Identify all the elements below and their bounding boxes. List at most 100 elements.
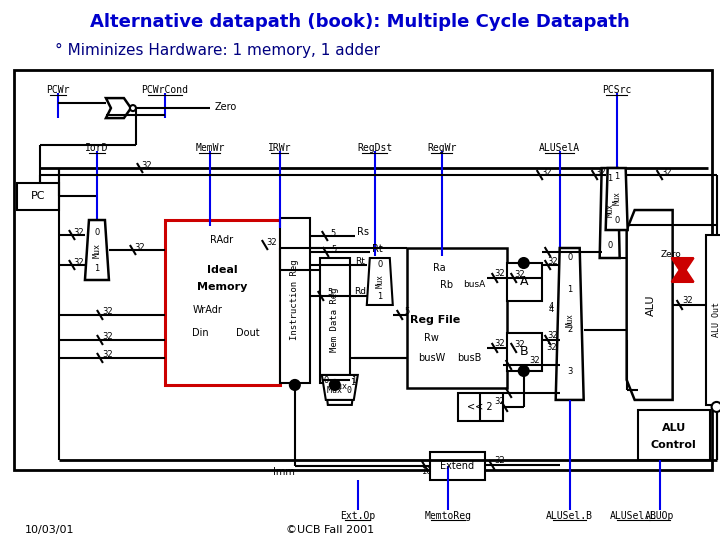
Text: 32: 32 bbox=[514, 340, 525, 349]
Text: ALUSel.B: ALUSel.B bbox=[610, 511, 657, 521]
Text: busW: busW bbox=[418, 353, 446, 363]
Text: 0: 0 bbox=[94, 227, 99, 237]
Text: Mem Data Reg: Mem Data Reg bbox=[330, 288, 339, 352]
Text: 0: 0 bbox=[614, 215, 619, 225]
Text: MemtoReg: MemtoReg bbox=[424, 511, 472, 521]
Polygon shape bbox=[322, 375, 358, 400]
Text: 1: 1 bbox=[614, 172, 619, 180]
Text: A: A bbox=[519, 275, 528, 288]
Text: 5: 5 bbox=[331, 245, 336, 253]
Text: Zero: Zero bbox=[215, 102, 237, 112]
Bar bbox=[407, 248, 507, 388]
Circle shape bbox=[130, 105, 136, 111]
Text: 5: 5 bbox=[327, 288, 333, 298]
Text: 5: 5 bbox=[404, 307, 410, 316]
Text: Rd: Rd bbox=[354, 287, 366, 296]
Text: ° Miminizes Hardware: 1 memory, 1 adder: ° Miminizes Hardware: 1 memory, 1 adder bbox=[55, 43, 380, 58]
Text: IorD: IorD bbox=[85, 143, 109, 153]
Text: 3: 3 bbox=[567, 367, 572, 376]
Text: Reg File: Reg File bbox=[410, 315, 460, 325]
Text: Alternative datapath (book): Multiple Cycle Datapath: Alternative datapath (book): Multiple Cy… bbox=[90, 13, 630, 31]
Text: Rs: Rs bbox=[357, 227, 369, 237]
Text: 32: 32 bbox=[546, 343, 557, 353]
Text: 32: 32 bbox=[494, 397, 505, 407]
Text: 1: 1 bbox=[377, 293, 382, 301]
Circle shape bbox=[518, 258, 528, 268]
Text: Zero: Zero bbox=[660, 249, 681, 259]
Text: ALUOp: ALUOp bbox=[645, 511, 675, 521]
Bar bbox=[507, 263, 541, 301]
Bar bbox=[638, 410, 710, 460]
Text: << 2: << 2 bbox=[467, 402, 492, 412]
Text: RAdr: RAdr bbox=[210, 235, 233, 245]
Text: Instruction Reg: Instruction Reg bbox=[290, 260, 300, 340]
Text: ©UCB Fall 2001: ©UCB Fall 2001 bbox=[286, 525, 374, 535]
Text: 32: 32 bbox=[266, 238, 277, 247]
Text: 32: 32 bbox=[495, 456, 505, 465]
Text: PCSrc: PCSrc bbox=[602, 85, 631, 95]
Text: Din: Din bbox=[192, 328, 208, 338]
Text: ALU: ALU bbox=[646, 294, 656, 316]
Text: MemWr: MemWr bbox=[195, 143, 225, 153]
Polygon shape bbox=[606, 168, 628, 230]
Text: Memory: Memory bbox=[197, 282, 247, 292]
Text: 0: 0 bbox=[377, 260, 382, 268]
Text: 4: 4 bbox=[549, 306, 554, 314]
Text: Extend: Extend bbox=[440, 461, 474, 471]
Text: 32: 32 bbox=[495, 269, 505, 279]
Polygon shape bbox=[626, 210, 672, 400]
Text: Mux: Mux bbox=[606, 203, 614, 217]
Bar bbox=[458, 393, 503, 421]
Text: 10/03/01: 10/03/01 bbox=[25, 525, 74, 535]
Bar bbox=[17, 183, 59, 210]
Bar bbox=[14, 70, 711, 470]
Bar bbox=[165, 220, 280, 385]
Text: Ext.Op: Ext.Op bbox=[340, 511, 375, 521]
Text: Mux: Mux bbox=[92, 242, 102, 258]
Text: 1: 1 bbox=[567, 286, 572, 294]
Circle shape bbox=[290, 380, 300, 390]
Text: 0: 0 bbox=[607, 240, 612, 249]
Polygon shape bbox=[600, 168, 620, 258]
Bar bbox=[507, 333, 541, 371]
Text: B: B bbox=[519, 346, 528, 359]
Text: 32: 32 bbox=[541, 167, 552, 177]
Text: PCWr: PCWr bbox=[46, 85, 70, 95]
Polygon shape bbox=[85, 220, 109, 280]
Text: IRWr: IRWr bbox=[268, 143, 292, 153]
Text: 32: 32 bbox=[595, 167, 606, 177]
Circle shape bbox=[518, 366, 528, 376]
Text: 32: 32 bbox=[514, 271, 525, 280]
Text: RegWr: RegWr bbox=[427, 143, 456, 153]
Text: Control: Control bbox=[651, 440, 696, 450]
Text: 32: 32 bbox=[547, 256, 558, 266]
Text: busB: busB bbox=[457, 353, 482, 363]
Text: 32: 32 bbox=[103, 307, 113, 316]
Text: 32: 32 bbox=[495, 340, 505, 348]
Text: 32: 32 bbox=[142, 160, 152, 170]
Polygon shape bbox=[366, 258, 393, 305]
Text: 32: 32 bbox=[73, 227, 84, 237]
Text: Ideal: Ideal bbox=[207, 265, 237, 275]
Text: Dout: Dout bbox=[236, 328, 260, 338]
Text: Rt: Rt bbox=[372, 244, 383, 254]
Text: Mux: Mux bbox=[333, 382, 347, 392]
Text: busA: busA bbox=[464, 280, 486, 289]
Text: RegDst: RegDst bbox=[357, 143, 392, 153]
Text: ALU Out: ALU Out bbox=[712, 302, 720, 338]
Text: Rb: Rb bbox=[440, 280, 453, 290]
Text: 32: 32 bbox=[529, 356, 540, 366]
Bar bbox=[320, 258, 350, 383]
Text: 32: 32 bbox=[103, 333, 113, 341]
Text: Mux 0: Mux 0 bbox=[328, 387, 352, 395]
Text: 0: 0 bbox=[567, 253, 572, 261]
Text: 16: 16 bbox=[421, 468, 432, 476]
Text: 32: 32 bbox=[73, 258, 84, 267]
Text: Rw: Rw bbox=[424, 333, 439, 343]
Text: WrAdr: WrAdr bbox=[193, 305, 222, 315]
Text: Ra: Ra bbox=[433, 263, 446, 273]
Bar bbox=[430, 452, 485, 480]
Circle shape bbox=[330, 380, 340, 390]
Bar bbox=[706, 235, 720, 405]
Text: Mux: Mux bbox=[375, 274, 384, 288]
